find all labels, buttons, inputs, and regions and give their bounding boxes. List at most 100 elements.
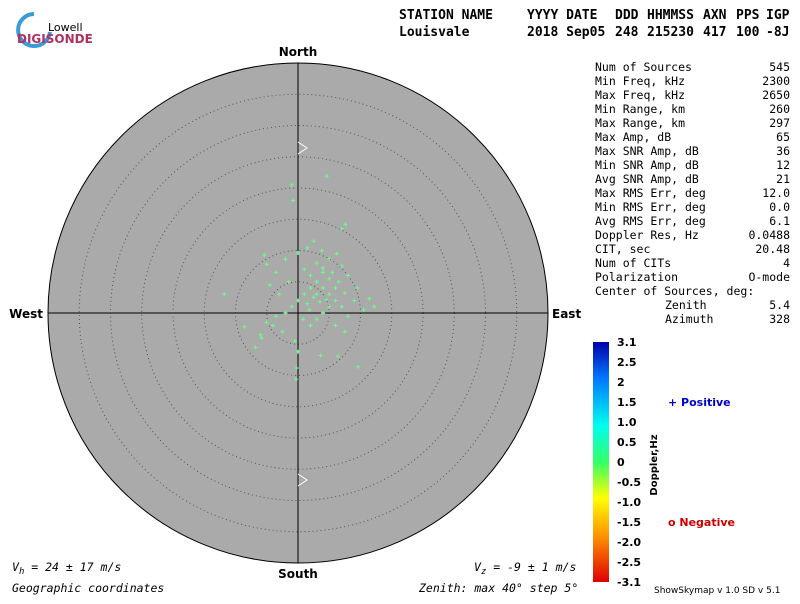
- source-point: [242, 324, 247, 329]
- source-point: [307, 307, 312, 312]
- stat-label: CIT, sec: [595, 242, 650, 256]
- source-point: [314, 279, 319, 284]
- stat-label: Max Range, km: [595, 116, 685, 130]
- source-point: [324, 297, 329, 302]
- source-point: [330, 270, 335, 275]
- stat-label: Max Freq, kHz: [595, 88, 685, 102]
- stat-label: Num of CITs: [595, 256, 671, 270]
- source-point: [296, 251, 300, 255]
- source-point: [339, 226, 344, 231]
- east-label: East: [552, 307, 581, 321]
- stat-value: 545: [769, 60, 790, 74]
- logo-bottom: DIGISONDE: [17, 32, 93, 46]
- legend-positive: + Positive: [668, 396, 731, 409]
- colorbar-tick-label: 1.5: [617, 396, 637, 409]
- header-label: HHMMSS: [647, 8, 694, 23]
- source-point: [372, 304, 377, 309]
- north-label: North: [279, 45, 317, 59]
- source-point: [336, 354, 340, 359]
- stat-label: Avg SNR Amp, dB: [595, 172, 699, 186]
- stat-value: 260: [769, 102, 790, 116]
- header-label: IGP: [766, 8, 790, 23]
- source-point: [339, 264, 344, 269]
- stat-value: O-mode: [748, 270, 790, 284]
- colorbar-tick-label: 0: [617, 456, 625, 469]
- source-point: [283, 311, 288, 315]
- logo-top: Lowell: [48, 21, 83, 34]
- source-point: [280, 329, 285, 334]
- source-point: [302, 292, 307, 297]
- colorbar-tick-label: 2.5: [617, 356, 637, 369]
- colorbar-tick-label: -1.0: [617, 496, 641, 509]
- colorbar-tick-label: 1.0: [617, 416, 637, 429]
- stat-value: 4: [783, 256, 790, 270]
- stat-value: 2300: [762, 74, 790, 88]
- source-point: [283, 257, 288, 262]
- stat-label: Avg RMS Err, deg: [595, 214, 706, 228]
- center-azimuth-label: Azimuth: [665, 312, 713, 326]
- source-point: [321, 311, 325, 315]
- source-point: [308, 273, 313, 278]
- colorbar-tick-label: -2.5: [617, 556, 641, 569]
- center-azimuth: 328: [769, 312, 790, 326]
- stat-label: Max SNR Amp, dB: [595, 144, 699, 158]
- stat-value: 65: [776, 130, 790, 144]
- source-point: [267, 282, 272, 287]
- source-point: [361, 307, 366, 312]
- stat-label: Max Amp, dB: [595, 130, 671, 144]
- header-value: 2018 Sep05: [527, 25, 605, 40]
- vz: Vz = -9 ± 1 m/s: [474, 560, 576, 577]
- source-point: [314, 317, 319, 322]
- header-value: Louisvale: [399, 25, 470, 40]
- stat-value: 12.0: [762, 186, 790, 200]
- logo: Lowell DIGISONDE: [16, 12, 93, 48]
- south-label: South: [278, 567, 318, 581]
- source-point: [262, 252, 267, 257]
- header-value: 417: [703, 25, 726, 40]
- source-point: [319, 248, 324, 253]
- source-point: [311, 239, 316, 244]
- colorbar: [593, 342, 609, 582]
- stat-label: Min Freq, kHz: [595, 74, 685, 88]
- header-label: PPS: [736, 8, 760, 23]
- source-point: [264, 320, 269, 325]
- source-point: [308, 323, 313, 328]
- colorbar-tick-label: 0.5: [617, 436, 637, 449]
- colorbar-tick-label: 2: [617, 376, 625, 389]
- source-point: [253, 345, 258, 350]
- source-point: [258, 332, 263, 337]
- source-point: [339, 304, 344, 309]
- source-point: [296, 349, 300, 354]
- center-zenith: 5.4: [769, 298, 790, 312]
- stat-label: Min Range, km: [595, 102, 685, 116]
- source-point: [289, 304, 294, 309]
- colorbar-title: Doppler,Hz: [649, 434, 660, 495]
- source-point: [333, 323, 338, 328]
- source-point: [327, 292, 332, 297]
- colorbar-tick-label: -0.5: [617, 476, 641, 489]
- source-point: [296, 298, 300, 303]
- vh: Vh = 24 ± 17 m/s: [12, 560, 121, 577]
- source-point: [327, 256, 332, 261]
- source-point: [336, 279, 341, 284]
- version: ShowSkymap v 1.0 SD v 5.1: [654, 586, 780, 596]
- source-point: [333, 298, 338, 303]
- source-point: [277, 292, 282, 297]
- source-point: [294, 366, 299, 370]
- stat-value: 20.48: [755, 242, 790, 256]
- sources: [222, 174, 377, 382]
- header-value: 248: [615, 25, 639, 40]
- stat-value: 36: [776, 144, 790, 158]
- source-point: [305, 301, 310, 306]
- coords-note: Geographic coordinates: [12, 581, 164, 595]
- header-label: AXN: [703, 8, 727, 23]
- stat-value: 6.1: [769, 214, 790, 228]
- source-point: [356, 364, 360, 369]
- stat-value: 297: [769, 116, 790, 130]
- header-value: 215230: [647, 25, 694, 40]
- header-value: 100: [736, 25, 760, 40]
- stat-label: Min SNR Amp, dB: [595, 158, 699, 172]
- stat-value: 2650: [762, 88, 790, 102]
- source-point: [346, 314, 350, 319]
